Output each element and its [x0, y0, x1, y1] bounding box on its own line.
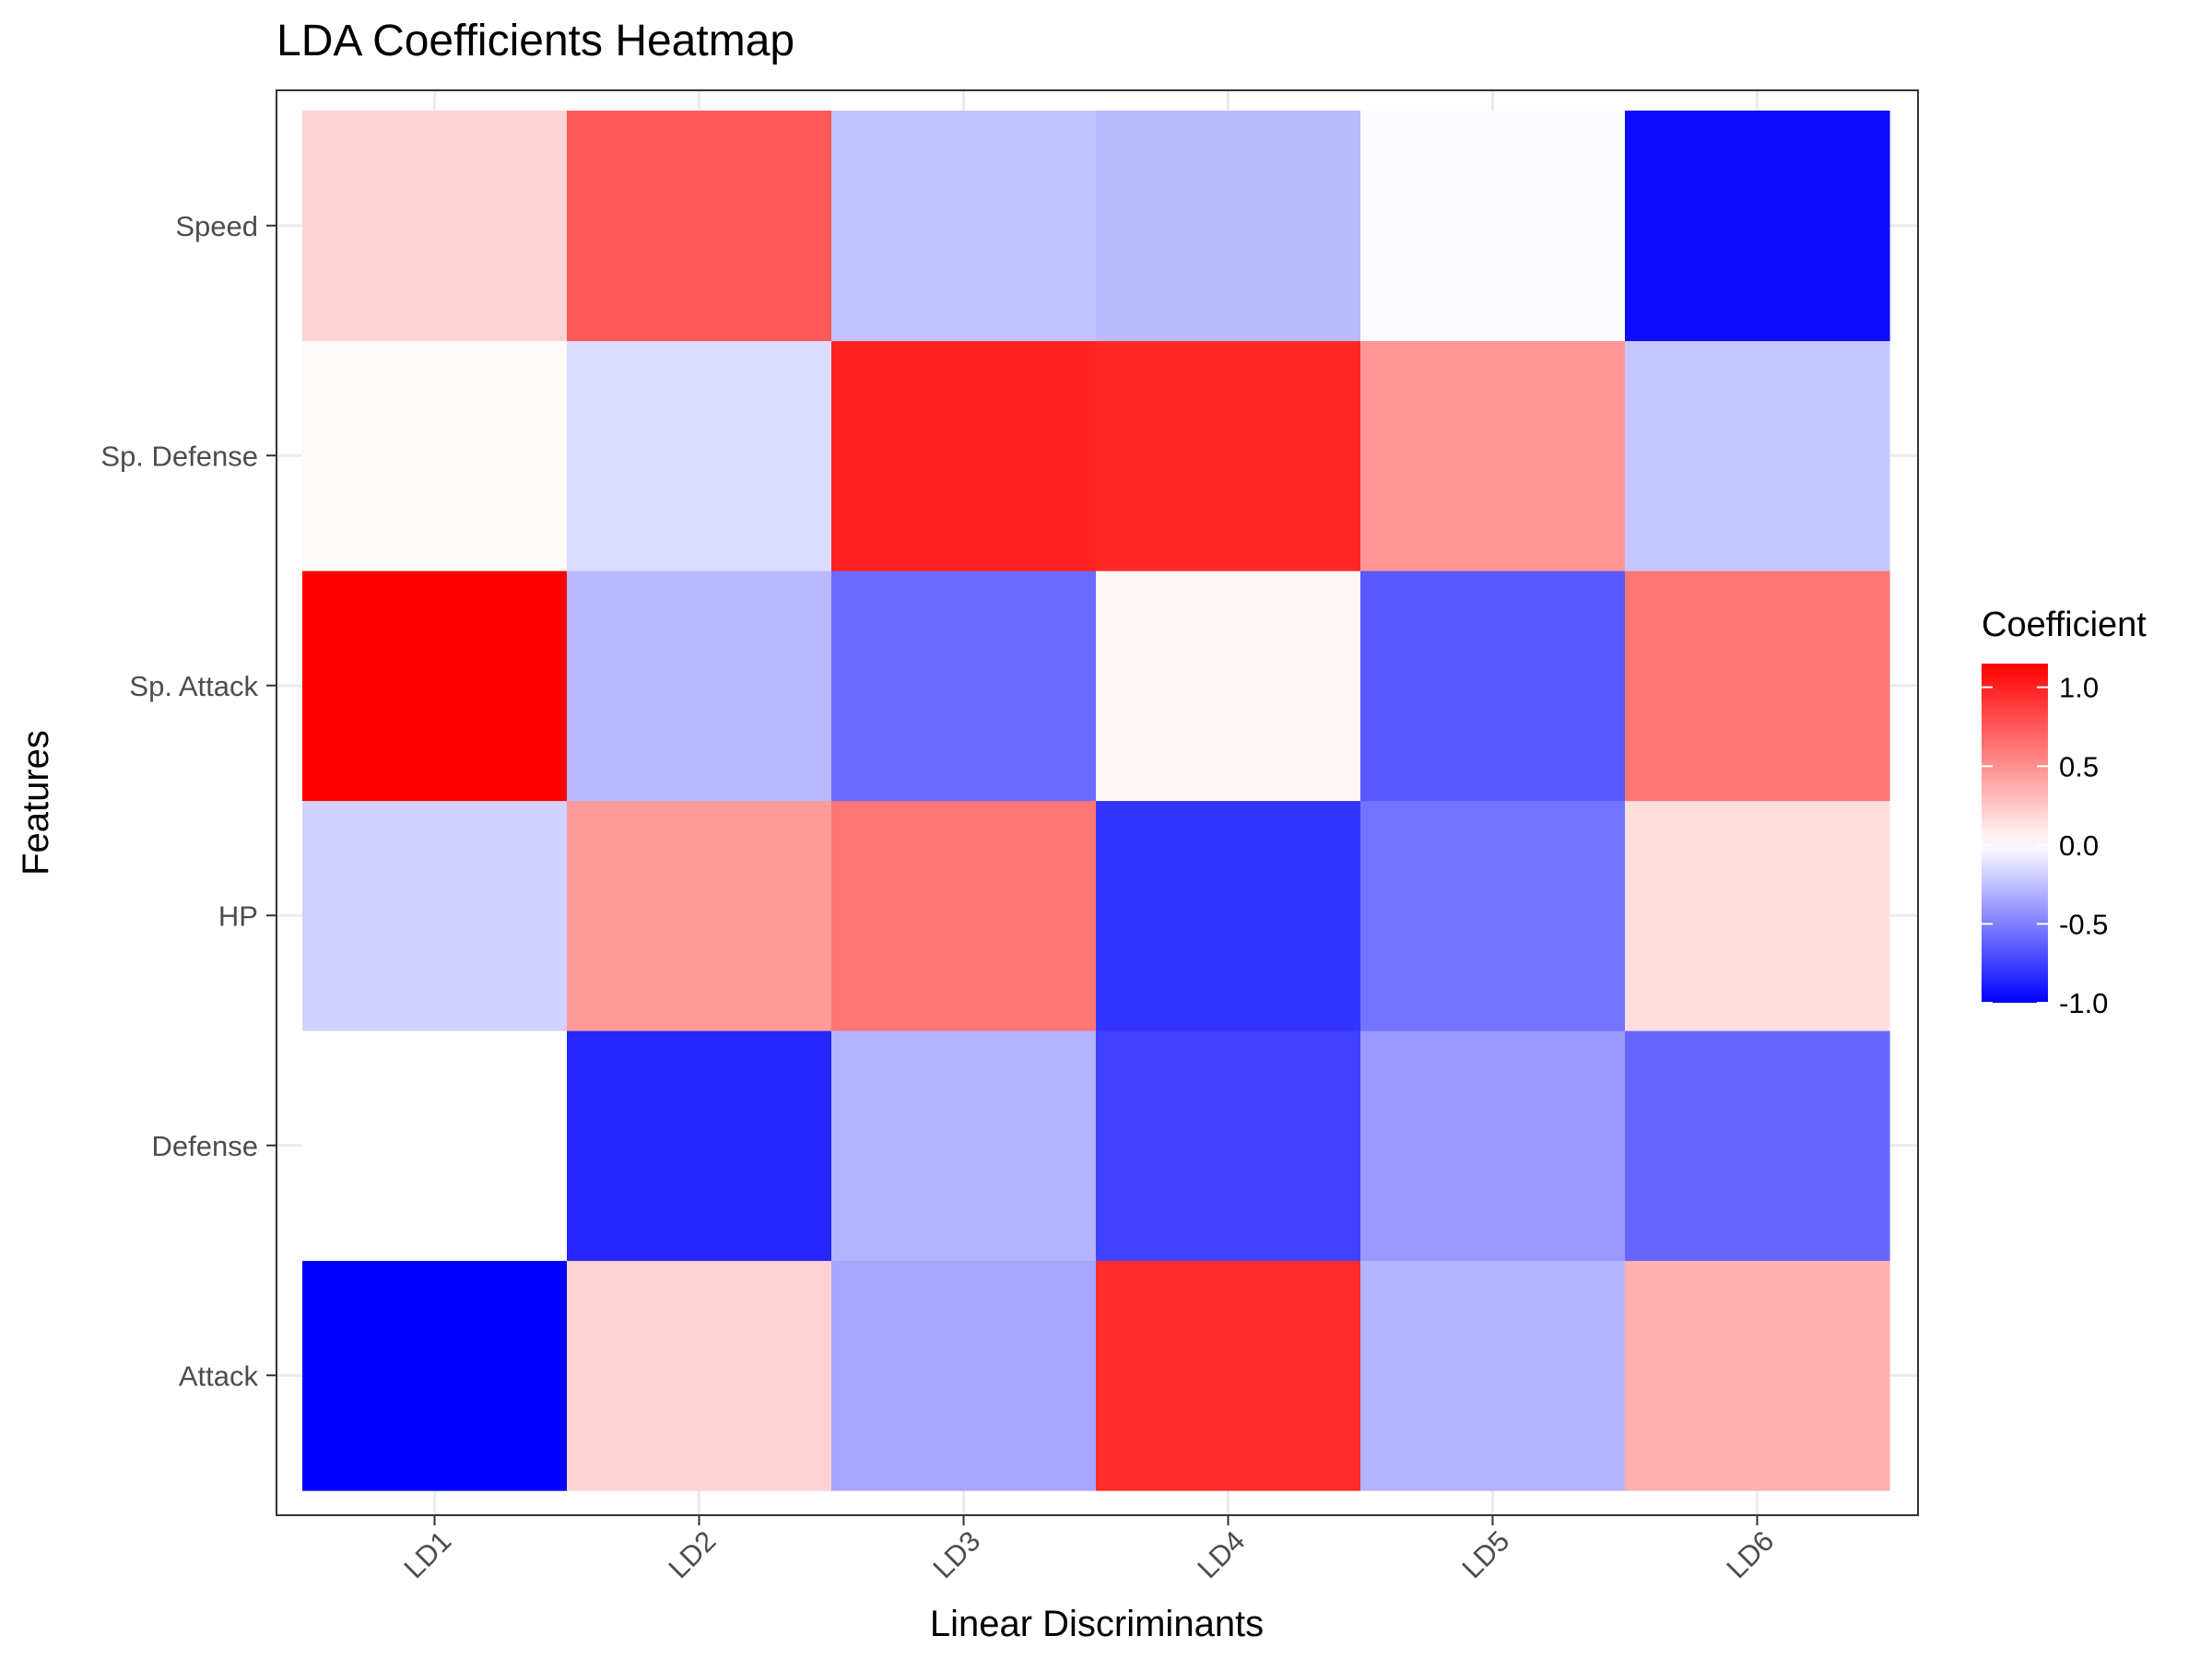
legend-title: Coefficient — [1982, 606, 2147, 644]
legend-tick-label: 1.0 — [2059, 672, 2099, 704]
heatmap-cell-sp-attack-ld2 — [567, 571, 832, 802]
y-tick-label: Speed — [175, 210, 258, 242]
heatmap-cell-attack-ld4 — [1096, 1260, 1361, 1491]
heatmap-cell-defense-ld1 — [302, 1030, 568, 1262]
y-tick-label: HP — [218, 900, 258, 932]
x-tick-label: LD6 — [1720, 1524, 1780, 1584]
x-tick-label: LD5 — [1455, 1524, 1515, 1584]
heatmap-cells — [302, 111, 1890, 1491]
heatmap-cell-speed-ld3 — [831, 111, 1097, 342]
heatmap-cell-hp-ld3 — [831, 800, 1097, 1031]
heatmap-cell-defense-ld4 — [1096, 1030, 1361, 1262]
legend-colorbar — [1982, 664, 2048, 1003]
y-tick-label: Sp. Defense — [100, 440, 258, 472]
heatmap-cell-speed-ld4 — [1096, 111, 1361, 342]
heatmap-cell-attack-ld5 — [1360, 1260, 1626, 1491]
heatmap-cell-sp-attack-ld1 — [302, 571, 568, 802]
legend-tick-label: -0.5 — [2059, 908, 2108, 940]
heatmap-cell-hp-ld6 — [1625, 800, 1890, 1031]
heatmap-cell-sp-defense-ld3 — [831, 340, 1097, 571]
heatmap-cell-speed-ld5 — [1360, 111, 1626, 342]
heatmap-cell-sp-attack-ld4 — [1096, 571, 1361, 802]
y-axis-ticks: Attack Defense HP Sp. Attack Sp. Defense Spee… — [100, 210, 276, 1392]
heatmap-cell-attack-ld2 — [567, 1260, 832, 1491]
y-tick-label: Attack — [179, 1359, 259, 1392]
x-axis-ticks: LD1 LD2 LD3 LD4 LD5 LD6 — [397, 1515, 1780, 1584]
heatmap-cell-sp-defense-ld5 — [1360, 340, 1626, 571]
y-tick-label: Sp. Attack — [129, 670, 258, 702]
legend-tick-label: 0.5 — [2059, 750, 2099, 782]
chart-title: LDA Coefficients Heatmap — [276, 17, 794, 65]
heatmap-cell-defense-ld2 — [567, 1030, 832, 1262]
heatmap-cell-sp-defense-ld1 — [302, 340, 568, 571]
heatmap-cell-sp-defense-ld2 — [567, 340, 832, 571]
heatmap-cell-attack-ld6 — [1625, 1260, 1890, 1491]
y-tick-label: Defense — [152, 1130, 258, 1162]
heatmap-cell-hp-ld1 — [302, 800, 568, 1031]
heatmap-cell-defense-ld6 — [1625, 1030, 1890, 1262]
legend-tick-label: -1.0 — [2059, 987, 2108, 1019]
heatmap-cell-sp-defense-ld6 — [1625, 340, 1890, 571]
x-axis-title: Linear Discriminants — [930, 1604, 1264, 1644]
heatmap-cell-speed-ld1 — [302, 111, 568, 342]
y-axis-title: Features — [16, 730, 56, 876]
x-tick-label: LD1 — [397, 1524, 457, 1584]
x-tick-label: LD2 — [662, 1524, 722, 1584]
color-legend: Coefficient 1.0 0.5 0.0 -0.5 -1.0 — [1982, 606, 2147, 1019]
heatmap-cell-speed-ld6 — [1625, 111, 1890, 342]
heatmap-cell-attack-ld1 — [302, 1260, 568, 1491]
x-tick-label: LD4 — [1191, 1524, 1251, 1584]
legend-tick-label: 0.0 — [2059, 830, 2099, 862]
heatmap-cell-defense-ld3 — [831, 1030, 1097, 1262]
heatmap-cell-hp-ld4 — [1096, 800, 1361, 1031]
panel-border — [276, 89, 1919, 1516]
heatmap-cell-sp-attack-ld5 — [1360, 571, 1626, 802]
heatmap-cell-sp-defense-ld4 — [1096, 340, 1361, 571]
heatmap-cell-hp-ld2 — [567, 800, 832, 1031]
heatmap-cell-speed-ld2 — [567, 111, 832, 342]
heatmap-cell-sp-attack-ld3 — [831, 571, 1097, 802]
heatmap-cell-hp-ld5 — [1360, 800, 1626, 1031]
heatmap-cell-defense-ld5 — [1360, 1030, 1626, 1262]
heatmap-cell-attack-ld3 — [831, 1260, 1097, 1491]
x-tick-label: LD3 — [926, 1524, 986, 1584]
heatmap-cell-sp-attack-ld6 — [1625, 571, 1890, 802]
